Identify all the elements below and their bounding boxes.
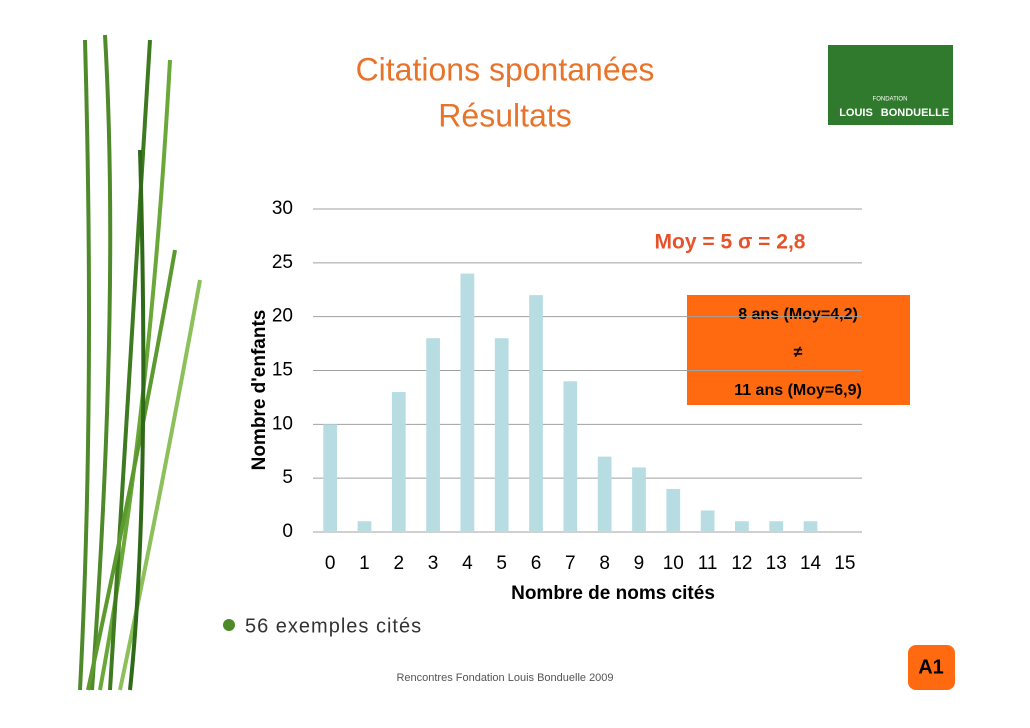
- x-tick-label: 6: [531, 553, 542, 574]
- y-axis-label: Nombre d'enfants: [249, 310, 270, 471]
- x-tick-label: 12: [731, 553, 752, 574]
- bar: [391, 392, 406, 532]
- logo: [828, 45, 953, 125]
- x-tick-label: 5: [496, 553, 507, 574]
- y-tick-label: 30: [272, 198, 293, 219]
- annotation: 11 ans (Moy=6,9): [734, 382, 862, 399]
- x-tick-label: 14: [800, 553, 822, 574]
- chart-subtitle: Résultats: [438, 97, 571, 133]
- y-tick-label: 10: [272, 413, 293, 434]
- x-tick-label: 9: [634, 553, 645, 574]
- x-axis-label: Nombre de noms cités: [511, 583, 715, 604]
- chart-title: Citations spontanées: [356, 51, 655, 87]
- annotation-box: [687, 295, 910, 405]
- badge-text: A1: [918, 656, 944, 678]
- bar: [323, 424, 338, 532]
- annotation: ≠: [794, 344, 803, 361]
- bullet-text: 56 exemples cités: [245, 615, 422, 637]
- x-tick-label: 15: [834, 553, 855, 574]
- x-tick-label: 4: [462, 553, 473, 574]
- bar: [597, 456, 612, 532]
- y-tick-label: 15: [272, 360, 293, 381]
- bar: [700, 510, 715, 532]
- bar: [426, 338, 440, 532]
- bar: [529, 295, 543, 532]
- logo-text: LOUIS: [839, 107, 873, 119]
- bar: [494, 338, 509, 532]
- logo-text: FONDATION: [873, 97, 908, 103]
- bar: [735, 521, 749, 532]
- bar: [803, 521, 818, 532]
- annotation: 8 ans (Moy=4,2): [738, 306, 858, 323]
- y-tick-label: 5: [282, 467, 293, 488]
- x-tick-label: 0: [325, 553, 336, 574]
- y-tick-label: 20: [272, 306, 293, 327]
- bar: [357, 521, 372, 532]
- bar: [632, 467, 646, 532]
- bar: [769, 521, 784, 532]
- badge: [908, 645, 955, 690]
- logo-text: BONDUELLE: [881, 107, 949, 119]
- y-tick-label: 0: [282, 521, 293, 542]
- x-tick-label: 11: [698, 553, 718, 574]
- x-tick-label: 3: [428, 553, 439, 574]
- footer: Rencontres Fondation Louis Bonduelle 200…: [396, 672, 613, 684]
- x-tick-label: 13: [766, 553, 787, 574]
- grass-decoration: [78, 34, 202, 691]
- x-tick-label: 1: [359, 553, 370, 574]
- x-tick-label: 8: [599, 553, 610, 574]
- bar: [563, 381, 578, 532]
- y-tick-label: 25: [272, 252, 293, 273]
- x-tick-label: 7: [565, 553, 576, 574]
- x-tick-label: 2: [393, 553, 404, 574]
- bullet-icon: [223, 619, 235, 631]
- bar: [666, 488, 681, 532]
- annotation: Moy = 5 σ = 2,8: [655, 231, 806, 254]
- x-tick-label: 10: [663, 553, 684, 574]
- bar: [460, 273, 475, 532]
